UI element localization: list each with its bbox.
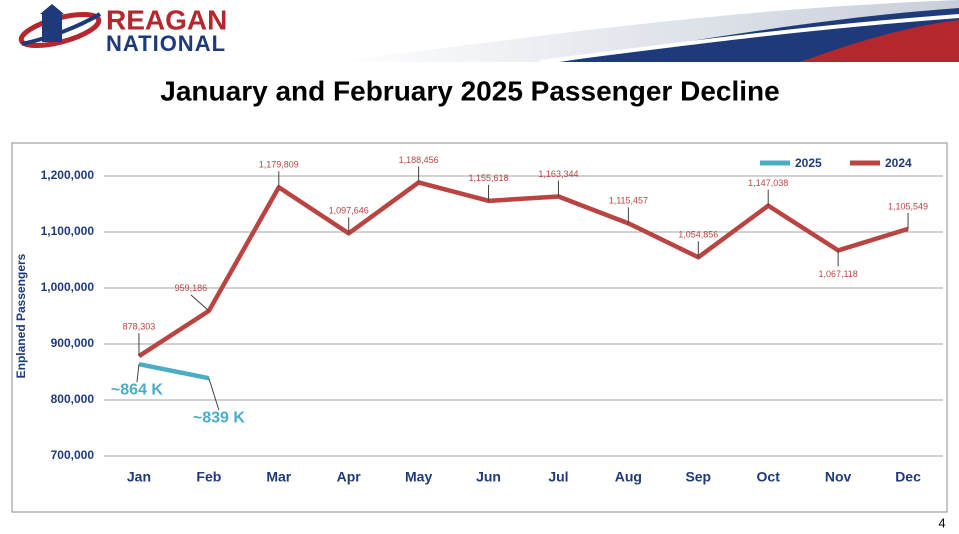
chart-title: January and February 2025 Passenger Decl…	[160, 75, 779, 106]
logo-bottom: NATIONAL	[106, 31, 226, 56]
legend-label: 2025	[795, 156, 822, 170]
x-tick-label: Mar	[266, 469, 291, 485]
data-label: ~839 K	[193, 409, 245, 426]
data-label: 1,163,344	[538, 169, 578, 179]
logo-top: REAGAN	[106, 4, 227, 35]
leader-line	[190, 294, 210, 312]
plot: 700,000 800,000 900,000 1,000,000 1,100,000 1…	[41, 155, 943, 485]
chart-frame	[11, 142, 948, 513]
data-label: 1,179,809	[259, 160, 299, 170]
y-tick-label: 700,000	[51, 448, 95, 462]
x-tick-label: Nov	[825, 469, 852, 485]
data-label: 1,155,618	[469, 173, 509, 183]
data-label: 878,303	[123, 322, 156, 332]
x-tick-label: Dec	[895, 469, 921, 485]
header-swoosh-line	[539, 14, 959, 64]
data-label: 1,105,549	[888, 201, 928, 211]
data-label: 959,186	[175, 283, 208, 293]
x-tick-label: May	[405, 469, 432, 485]
y-tick-label: 1,100,000	[41, 224, 95, 238]
y-tick-label: 1,200,000	[41, 168, 95, 182]
series-line	[138, 361, 210, 381]
y-axis-label: Enplaned Passengers	[14, 253, 28, 378]
data-label: 1,115,457	[609, 196, 648, 206]
x-tick-label: Apr	[337, 469, 362, 485]
x-tick-label: Sep	[685, 469, 711, 485]
page-number: 4	[938, 515, 945, 530]
header-swoosh-red	[800, 20, 959, 62]
legend-label: 2024	[885, 156, 912, 170]
logo: REAGAN NATIONAL	[18, 4, 227, 56]
data-label: 1,067,118	[818, 269, 857, 279]
y-tick-label: 900,000	[51, 336, 95, 350]
data-label: 1,097,646	[329, 206, 369, 216]
leader-line	[136, 364, 140, 383]
x-tick-label: Jun	[476, 469, 501, 485]
x-tick-label: Jan	[127, 469, 151, 485]
leader-line	[208, 378, 220, 411]
x-tick-label: Feb	[196, 469, 221, 485]
data-label: 1,147,038	[748, 178, 788, 188]
data-label: 1,188,456	[399, 155, 439, 165]
x-tick-label: Jul	[548, 469, 568, 485]
x-tick-label: Aug	[615, 469, 642, 485]
series-line	[137, 180, 909, 359]
data-label: 1,054,856	[678, 230, 718, 240]
x-tick-label: Oct	[757, 469, 781, 485]
y-tick-label: 800,000	[51, 392, 95, 406]
y-tick-label: 1,000,000	[41, 280, 95, 294]
data-label: ~864 K	[111, 381, 163, 398]
